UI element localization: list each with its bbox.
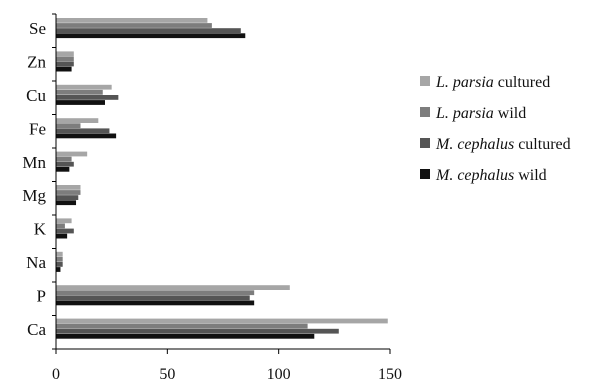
- bar-mg-series-1: [56, 185, 81, 190]
- bar-zn-series-4: [56, 66, 72, 72]
- bar-mg-series-2: [56, 190, 81, 195]
- x-tick-layer: 0 50 100 150: [52, 13, 402, 383]
- x-tick-label-0: 0: [52, 366, 60, 383]
- category-label-ca: Ca: [27, 320, 46, 339]
- bar-na-series-4: [56, 267, 61, 272]
- category-label-na: Na: [26, 253, 46, 272]
- bar-k-series-2: [56, 223, 65, 229]
- bar-mn-series-4: [56, 166, 70, 172]
- bar-mg-series-3: [56, 195, 79, 200]
- bar-mn-series-2: [56, 156, 72, 162]
- bars-layer: [56, 18, 388, 339]
- bar-na-series-3: [56, 262, 63, 267]
- category-label-p: P: [37, 286, 46, 305]
- bar-k-series-1: [56, 218, 72, 224]
- bar-ca-series-3: [56, 328, 339, 334]
- bar-se-series-3: [56, 28, 241, 33]
- bar-mn-series-1: [56, 151, 88, 157]
- bar-cu-series-2: [56, 89, 103, 95]
- legend-label-2: L. parsia wild: [435, 105, 526, 122]
- legend-label-3: M. cephalus cultured: [435, 136, 571, 153]
- bar-se-series-1: [56, 18, 208, 23]
- bar-cu-series-4: [56, 100, 105, 105]
- bar-zn-series-3: [56, 61, 74, 67]
- legend: L. parsia cultured L. parsia wild M. cepha…: [420, 74, 571, 184]
- legend-swatch-4: [420, 169, 430, 179]
- x-tick-label-100: 100: [267, 366, 291, 383]
- category-label-layer: Se Zn Cu Fe Mn Mg K Na P Ca: [22, 19, 46, 339]
- bar-fe-series-4: [56, 133, 117, 139]
- bar-k-series-3: [56, 228, 74, 234]
- category-label-se: Se: [29, 19, 46, 38]
- bar-mg-series-4: [56, 200, 77, 206]
- legend-swatch-2: [420, 107, 430, 117]
- bar-na-series-1: [56, 251, 63, 257]
- bar-p-series-3: [56, 295, 250, 301]
- category-label-mg: Mg: [22, 186, 46, 205]
- bar-fe-series-3: [56, 128, 110, 134]
- legend-swatch-1: [420, 76, 430, 86]
- bar-zn-series-2: [56, 56, 74, 62]
- legend-label-4: M. cephalus wild: [435, 167, 547, 184]
- bar-ca-series-2: [56, 323, 308, 329]
- bar-mn-series-3: [56, 161, 74, 167]
- bar-ca-series-4: [56, 333, 315, 339]
- legend-label-1: L. parsia cultured: [435, 74, 550, 91]
- bar-p-series-1: [56, 285, 290, 290]
- x-tick-label-150: 150: [378, 366, 402, 383]
- bar-se-series-2: [56, 23, 212, 28]
- category-label-zn: Zn: [27, 53, 46, 72]
- legend-swatch-3: [420, 138, 430, 148]
- bar-p-series-2: [56, 290, 255, 296]
- bar-na-series-2: [56, 256, 63, 262]
- bar-k-series-4: [56, 233, 68, 239]
- bar-cu-series-1: [56, 84, 112, 90]
- category-label-cu: Cu: [26, 86, 46, 105]
- bar-ca-series-1: [56, 318, 388, 324]
- bar-se-series-4: [56, 33, 246, 39]
- bar-zn-series-1: [56, 51, 74, 57]
- category-label-k: K: [34, 220, 47, 239]
- bar-cu-series-3: [56, 95, 119, 100]
- category-label-fe: Fe: [29, 119, 46, 138]
- bar-fe-series-2: [56, 123, 81, 129]
- bar-fe-series-1: [56, 118, 99, 123]
- x-tick-label-50: 50: [159, 366, 175, 383]
- bar-p-series-4: [56, 300, 255, 306]
- category-label-mn: Mn: [22, 153, 46, 172]
